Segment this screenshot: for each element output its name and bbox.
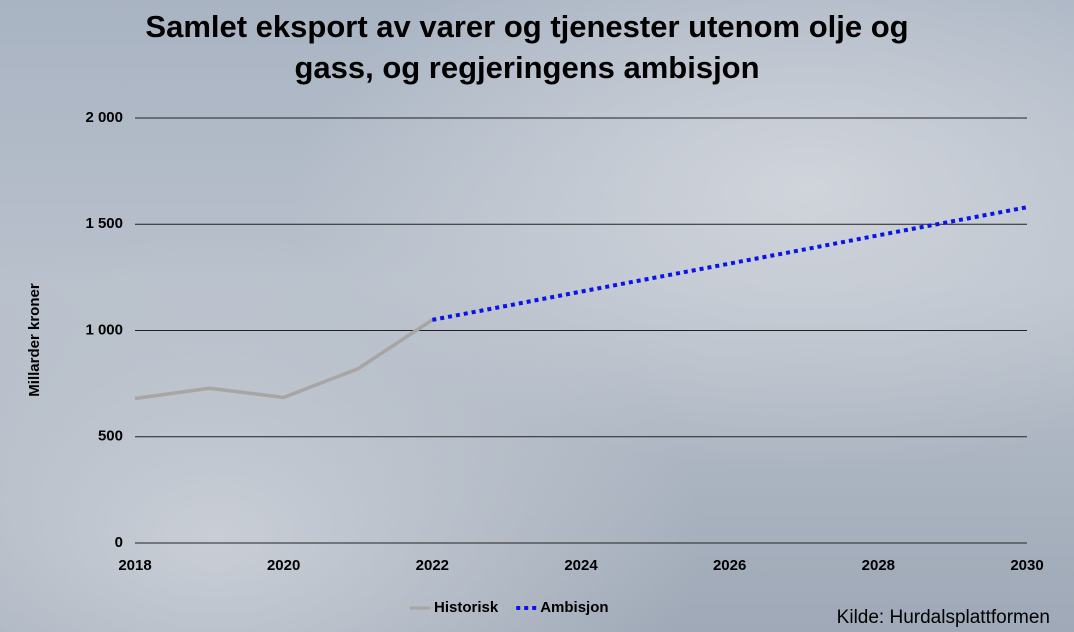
x-tick-label: 2018 (118, 557, 151, 574)
legend-label: Historisk (434, 599, 499, 616)
y-tick-label: 1 000 (85, 321, 123, 338)
source: Kilde: Hurdalsplattformen (837, 607, 1050, 628)
x-tick-label: 2020 (267, 557, 300, 574)
x-tick-label: 2028 (862, 557, 895, 574)
chart: Millarder kroner Kilde: Hurdalsplattform… (0, 0, 1074, 632)
page: Samlet eksport av varer og tjenester ute… (0, 0, 1074, 632)
x-tick-label: 2030 (1010, 557, 1043, 574)
x-tick-label: 2024 (564, 557, 598, 574)
y-tick-label: 500 (98, 428, 123, 445)
y-axis-label: Millarder kroner (26, 283, 43, 397)
legend-label: Ambisjon (540, 599, 608, 616)
x-tick-label: 2026 (713, 557, 746, 574)
y-tick-label: 2 000 (85, 109, 123, 126)
y-tick-label: 1 500 (85, 215, 123, 232)
x-tick-label: 2022 (416, 557, 449, 574)
y-tick-label: 0 (115, 534, 123, 551)
line-series (135, 320, 432, 399)
